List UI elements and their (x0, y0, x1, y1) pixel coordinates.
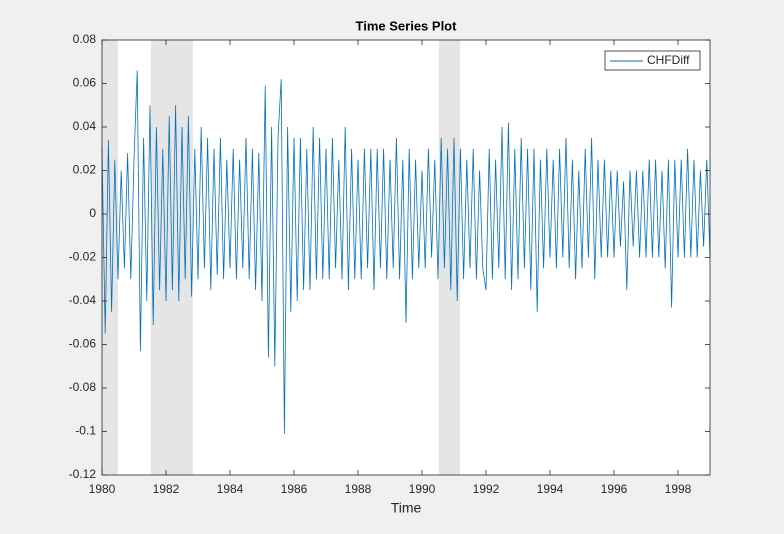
x-tick-label: 1984 (217, 482, 244, 496)
y-tick-label: 0.06 (73, 76, 97, 90)
x-tick-label: 1990 (409, 482, 436, 496)
legend-box (604, 50, 701, 71)
legend-label: CHFDiff (647, 53, 690, 67)
plot-area (102, 40, 710, 475)
shaded-region (102, 40, 118, 475)
y-tick-label: -0.08 (69, 380, 97, 394)
x-tick-label: 1992 (473, 482, 500, 496)
y-tick-label: -0.1 (75, 424, 96, 438)
marks (101, 70, 711, 434)
x-tick-label: 1986 (281, 482, 308, 496)
y-tick-label: -0.04 (69, 293, 97, 307)
x-tick-label: 1994 (537, 482, 564, 496)
shaded-region (438, 40, 461, 475)
x-tick-label: 1982 (153, 482, 180, 496)
y-tick-label: 0.04 (73, 119, 97, 133)
legend: CHFDiff (604, 50, 701, 71)
chart-title: Time Series Plot (356, 18, 458, 33)
y-tick-label: -0.12 (69, 467, 97, 481)
y-tick-label: 0.08 (73, 32, 97, 46)
x-tick-label: 1988 (345, 482, 372, 496)
series-line (101, 70, 711, 434)
y-tick-label: -0.06 (69, 337, 97, 351)
y-tick-label: 0 (89, 206, 96, 220)
y-tick-label: -0.02 (69, 250, 97, 264)
y-tick-label: 0.02 (73, 163, 97, 177)
x-axis-label: Time (391, 500, 422, 516)
x-tick-label: 1996 (601, 482, 628, 496)
x-tick-label: 1998 (665, 482, 692, 496)
x-tick-label: 1980 (89, 482, 116, 496)
